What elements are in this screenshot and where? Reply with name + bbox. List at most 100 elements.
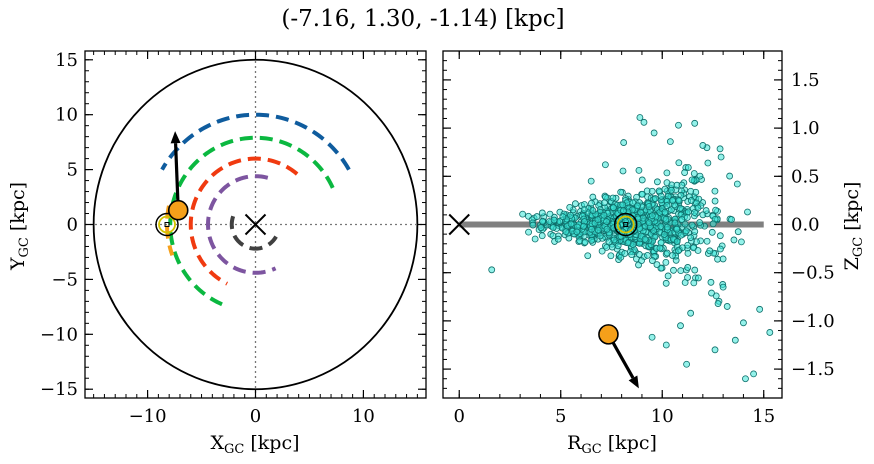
left-panel-xy: −10 0 10 −15 −10 −5 0 5 10 15 XGC [kpc] YGC [kpc] bbox=[7, 50, 427, 457]
scatter-point bbox=[719, 283, 727, 291]
scatter-point bbox=[539, 217, 546, 225]
scatter-point bbox=[677, 204, 684, 212]
scatter-point bbox=[661, 208, 669, 216]
scatter-point bbox=[628, 251, 636, 259]
scatter-point bbox=[519, 210, 527, 218]
scatter-point bbox=[719, 255, 727, 263]
boundary-circle bbox=[92, 58, 419, 391]
scatter-point bbox=[580, 222, 587, 230]
scatter-point bbox=[638, 257, 645, 265]
scatter-point bbox=[635, 251, 643, 258]
left-xtick-label: 10 bbox=[352, 406, 375, 427]
scatter-point bbox=[656, 244, 664, 252]
scatter-point bbox=[740, 319, 747, 327]
scatter-point bbox=[621, 250, 629, 257]
scatter-point bbox=[607, 252, 615, 260]
scatter-point bbox=[629, 199, 637, 207]
scatter-point bbox=[704, 159, 712, 167]
scatter-point bbox=[603, 225, 611, 233]
scatter-point bbox=[662, 258, 670, 266]
scatter-point bbox=[677, 267, 685, 275]
scatter-point bbox=[645, 219, 653, 227]
scatter-point bbox=[531, 235, 539, 243]
scatter-point bbox=[673, 181, 681, 189]
scatter-point bbox=[730, 236, 738, 244]
scatter-point bbox=[716, 232, 724, 240]
right-ytick-label: −0.5 bbox=[791, 263, 835, 284]
scatter-point bbox=[664, 272, 672, 280]
scatter-point bbox=[660, 231, 668, 238]
scatter-point bbox=[598, 247, 606, 255]
scatter-point bbox=[650, 129, 658, 137]
scatter-point bbox=[711, 197, 719, 205]
scatter-point bbox=[601, 199, 608, 207]
scatter-point bbox=[690, 170, 698, 177]
scatter-point bbox=[648, 212, 656, 220]
scatter-point bbox=[596, 232, 604, 240]
scatter-point bbox=[667, 186, 675, 194]
scatter-point bbox=[714, 255, 721, 263]
scatter-point bbox=[629, 241, 637, 248]
right-ytick-label: −1.0 bbox=[791, 311, 835, 332]
left-xlabel: XGC [kpc] bbox=[210, 432, 299, 457]
right-ytick-label: 1.0 bbox=[791, 118, 820, 139]
scatter-point bbox=[723, 303, 731, 310]
scatter-point bbox=[678, 216, 686, 223]
scatter-point bbox=[663, 169, 671, 177]
left-ytick-label: 5 bbox=[67, 160, 78, 181]
scatter-point bbox=[594, 216, 602, 224]
scatter-point bbox=[694, 204, 702, 212]
scatter-point bbox=[717, 245, 724, 253]
scatter-point bbox=[684, 208, 692, 216]
scatter-point bbox=[670, 266, 677, 274]
sun-marker-ring bbox=[158, 215, 176, 234]
scatter-point bbox=[549, 224, 557, 232]
scatter-point bbox=[687, 187, 695, 195]
scatter-point bbox=[728, 216, 735, 223]
scatter-point bbox=[549, 232, 557, 240]
scatter-point bbox=[711, 187, 719, 195]
scatter-point bbox=[603, 218, 610, 225]
scatter-point bbox=[682, 227, 690, 235]
scatter-point bbox=[742, 375, 749, 383]
scatter-point bbox=[533, 213, 541, 220]
scatter-point bbox=[588, 199, 595, 207]
scatter-point bbox=[734, 228, 742, 236]
scatter-point bbox=[637, 208, 645, 216]
scatter-point bbox=[756, 305, 764, 313]
scatter-point bbox=[708, 228, 716, 236]
scatter-point bbox=[675, 247, 682, 255]
scatter-point bbox=[609, 194, 617, 202]
velocity-arrow-left-shaft bbox=[173, 143, 180, 211]
scatter-point bbox=[587, 177, 595, 185]
scatter-point bbox=[546, 210, 554, 218]
scatter-point bbox=[717, 153, 725, 161]
scatter-point bbox=[634, 202, 641, 210]
scatter-point bbox=[663, 179, 671, 187]
scatter-point bbox=[550, 216, 558, 224]
right-xtick-label: 15 bbox=[752, 406, 775, 427]
scatter-point bbox=[683, 214, 691, 221]
right-panel-rz: 0 5 10 15 −1.5 −1.0 −0.5 0.0 0.5 1.0 1.5 RGC [kpc]… bbox=[442, 50, 866, 457]
left-ytick-label: 10 bbox=[55, 105, 78, 126]
scatter-point bbox=[488, 266, 496, 274]
right-ylabel: ZGC [kpc] bbox=[841, 182, 866, 271]
scatter-point bbox=[657, 239, 665, 247]
scatter-point bbox=[738, 238, 745, 246]
scatter-point bbox=[663, 202, 671, 209]
left-ytick-label: 15 bbox=[55, 50, 78, 71]
scatter-point bbox=[657, 192, 665, 200]
scatter-point bbox=[537, 224, 545, 231]
scatter-point bbox=[576, 237, 584, 245]
scatter-point bbox=[566, 203, 574, 211]
scatter-point bbox=[620, 139, 628, 146]
scatter-point bbox=[653, 178, 661, 186]
scatter-point bbox=[648, 333, 656, 341]
scatter-point bbox=[712, 206, 720, 214]
scatter-point bbox=[669, 252, 676, 259]
right-ytick-label: 1.5 bbox=[791, 70, 820, 91]
scatter-point bbox=[688, 176, 696, 184]
right-xtick-label: 5 bbox=[555, 406, 566, 427]
orbit-arc-3 bbox=[188, 156, 299, 286]
right-ytick-label: 0.0 bbox=[791, 215, 820, 236]
